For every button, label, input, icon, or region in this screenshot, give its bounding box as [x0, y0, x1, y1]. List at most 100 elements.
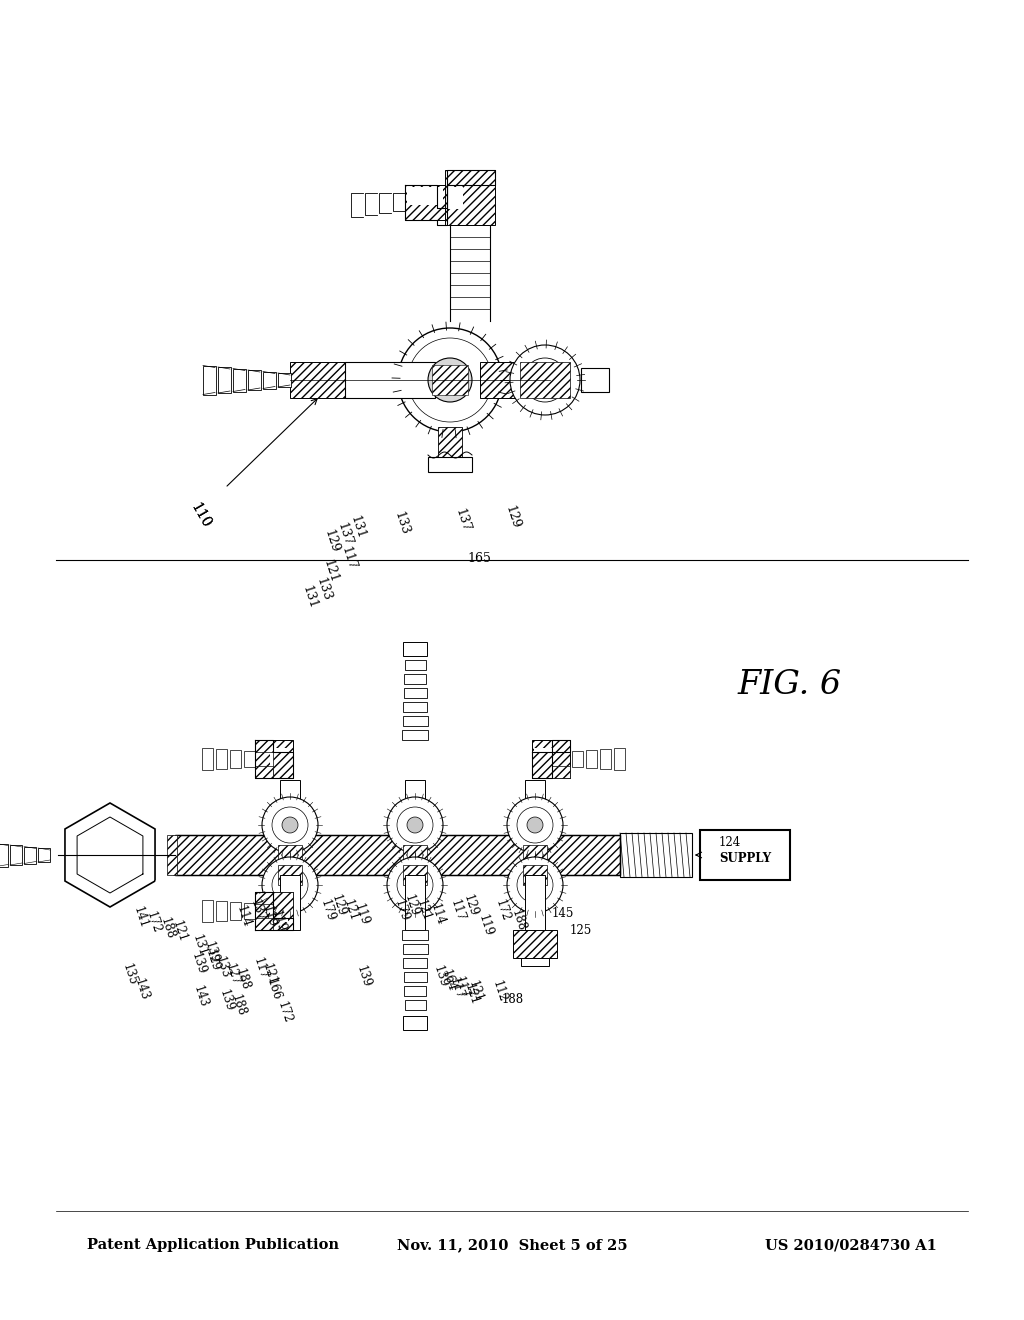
- Text: 139: 139: [189, 950, 208, 977]
- Bar: [273, 892, 293, 917]
- Circle shape: [397, 867, 433, 903]
- Circle shape: [527, 817, 543, 833]
- Bar: [278, 374, 291, 387]
- Text: SUPPLY: SUPPLY: [719, 851, 771, 865]
- Bar: [257, 742, 291, 776]
- Bar: [175, 836, 620, 875]
- Bar: [0, 843, 8, 866]
- Bar: [278, 865, 302, 884]
- Text: 121: 121: [170, 920, 188, 944]
- Bar: [403, 688, 427, 698]
- Polygon shape: [65, 803, 155, 907]
- Text: 121: 121: [466, 979, 484, 1003]
- Text: 143: 143: [132, 977, 151, 1003]
- Bar: [290, 362, 345, 399]
- Text: 166: 166: [264, 977, 283, 1003]
- Bar: [216, 748, 227, 770]
- Bar: [403, 702, 427, 711]
- Bar: [402, 715, 427, 726]
- Text: 117: 117: [449, 898, 467, 924]
- Text: 133: 133: [213, 954, 231, 981]
- Bar: [586, 750, 597, 768]
- Bar: [263, 371, 276, 388]
- Text: US 2010/0284730 A1: US 2010/0284730 A1: [765, 1238, 937, 1253]
- Bar: [404, 1001, 426, 1010]
- Bar: [523, 845, 547, 865]
- Bar: [24, 846, 36, 863]
- Text: 117: 117: [447, 975, 466, 1002]
- Text: 129: 129: [461, 892, 479, 919]
- Bar: [38, 847, 50, 862]
- Text: 112: 112: [490, 979, 509, 1003]
- Circle shape: [397, 807, 433, 843]
- Text: Patent Application Publication: Patent Application Publication: [87, 1238, 339, 1253]
- Bar: [270, 900, 288, 921]
- Circle shape: [387, 857, 443, 913]
- Circle shape: [535, 370, 555, 389]
- Circle shape: [407, 817, 423, 833]
- Text: 137: 137: [453, 507, 472, 533]
- Text: 117: 117: [453, 974, 471, 1001]
- Text: 129: 129: [322, 528, 341, 554]
- Text: 121: 121: [414, 899, 432, 923]
- Bar: [255, 766, 273, 777]
- Bar: [403, 865, 427, 884]
- Bar: [700, 830, 790, 880]
- Bar: [614, 748, 625, 770]
- Text: 110: 110: [187, 500, 213, 529]
- Text: 139: 139: [431, 964, 450, 990]
- Text: 131: 131: [299, 583, 318, 610]
- Circle shape: [408, 338, 492, 422]
- Text: 117: 117: [251, 956, 269, 982]
- Bar: [218, 367, 231, 393]
- Bar: [438, 426, 462, 462]
- Text: 119: 119: [476, 912, 495, 939]
- Bar: [406, 875, 425, 931]
- Text: 129: 129: [203, 948, 221, 974]
- Bar: [404, 660, 426, 671]
- Text: 119: 119: [269, 908, 288, 935]
- Text: 119: 119: [260, 903, 279, 929]
- Bar: [447, 187, 463, 209]
- Circle shape: [272, 867, 308, 903]
- Text: 172: 172: [144, 909, 163, 936]
- Text: Nov. 11, 2010  Sheet 5 of 25: Nov. 11, 2010 Sheet 5 of 25: [396, 1238, 628, 1253]
- Bar: [175, 836, 620, 875]
- Bar: [255, 917, 273, 931]
- Bar: [403, 845, 427, 865]
- Bar: [581, 368, 609, 392]
- Text: 121: 121: [321, 557, 340, 585]
- Text: 117: 117: [338, 545, 357, 572]
- Text: 139: 139: [354, 964, 373, 990]
- Text: 121: 121: [462, 982, 480, 1006]
- Text: 165: 165: [467, 553, 490, 565]
- Text: 133: 133: [391, 510, 411, 536]
- Text: 129: 129: [502, 504, 522, 531]
- Bar: [230, 902, 241, 920]
- Bar: [216, 902, 227, 921]
- Bar: [403, 1016, 427, 1030]
- Circle shape: [282, 876, 298, 894]
- Text: 164: 164: [439, 968, 458, 994]
- Text: 137: 137: [248, 898, 266, 924]
- Bar: [280, 875, 300, 931]
- Bar: [406, 780, 425, 836]
- Circle shape: [517, 867, 553, 903]
- Text: FIG. 6: FIG. 6: [737, 669, 842, 701]
- Circle shape: [387, 797, 443, 853]
- Circle shape: [438, 368, 462, 392]
- Text: 135: 135: [120, 961, 138, 987]
- Text: 137: 137: [334, 520, 354, 548]
- Text: 179: 179: [392, 898, 411, 924]
- Bar: [278, 845, 302, 865]
- Circle shape: [507, 797, 563, 853]
- Text: 124: 124: [719, 836, 741, 849]
- Bar: [255, 741, 273, 752]
- Bar: [255, 892, 273, 904]
- Text: 188: 188: [158, 916, 176, 940]
- Bar: [523, 865, 547, 884]
- Bar: [404, 675, 426, 684]
- Bar: [445, 170, 495, 224]
- Text: 141: 141: [131, 904, 150, 931]
- Bar: [270, 748, 288, 770]
